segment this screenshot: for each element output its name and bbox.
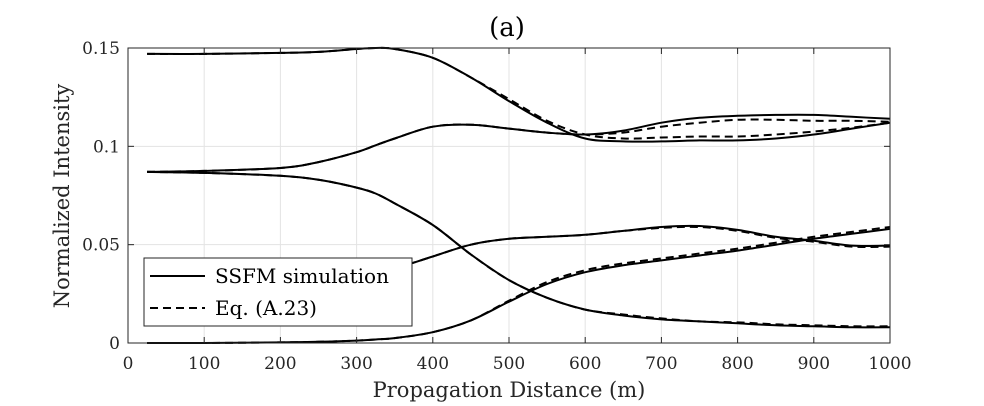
series-line-7-dashed: [147, 226, 891, 345]
series-group: [147, 46, 891, 345]
x-tick-label: 500: [493, 354, 525, 374]
x-tick-label: 700: [645, 354, 677, 374]
y-tick-label: 0.1: [93, 137, 120, 157]
x-tick-label: 300: [340, 354, 372, 374]
x-tick-label: 900: [798, 354, 830, 374]
series-line-3-dashed: [147, 118, 891, 173]
x-tick-label: 100: [188, 354, 220, 374]
x-tick-label: 400: [417, 354, 449, 374]
axis-ticks: 0 100 200 300 400 500 600 700 800 900 1000 0 0.05 0.1…: [82, 39, 911, 374]
y-tick-label: 0: [109, 334, 120, 354]
x-tick-label: 1000: [868, 354, 911, 374]
x-tick-label: 0: [123, 354, 134, 374]
y-tick-label: 0.05: [82, 236, 120, 256]
series-line-9-dashed: [356, 225, 891, 274]
y-tick-label: 0.15: [82, 39, 120, 59]
x-tick-label: 200: [264, 354, 296, 374]
legend-label-eq: Eq. (A.23): [215, 296, 317, 320]
y-axis-label: Normalized Intensity: [50, 84, 74, 309]
series-line-5-dashed: [147, 170, 891, 328]
x-tick-label: 600: [569, 354, 601, 374]
x-axis-label: Propagation Distance (m): [373, 378, 646, 402]
x-tick-label: 800: [721, 354, 753, 374]
series-line-1-dashed: [147, 46, 891, 140]
legend-label-ssfm: SSFM simulation: [215, 264, 389, 288]
legend-box: [143, 257, 413, 327]
legend: SSFM simulation Eq. (A.23): [143, 257, 413, 327]
chart-title: (a): [489, 13, 525, 43]
